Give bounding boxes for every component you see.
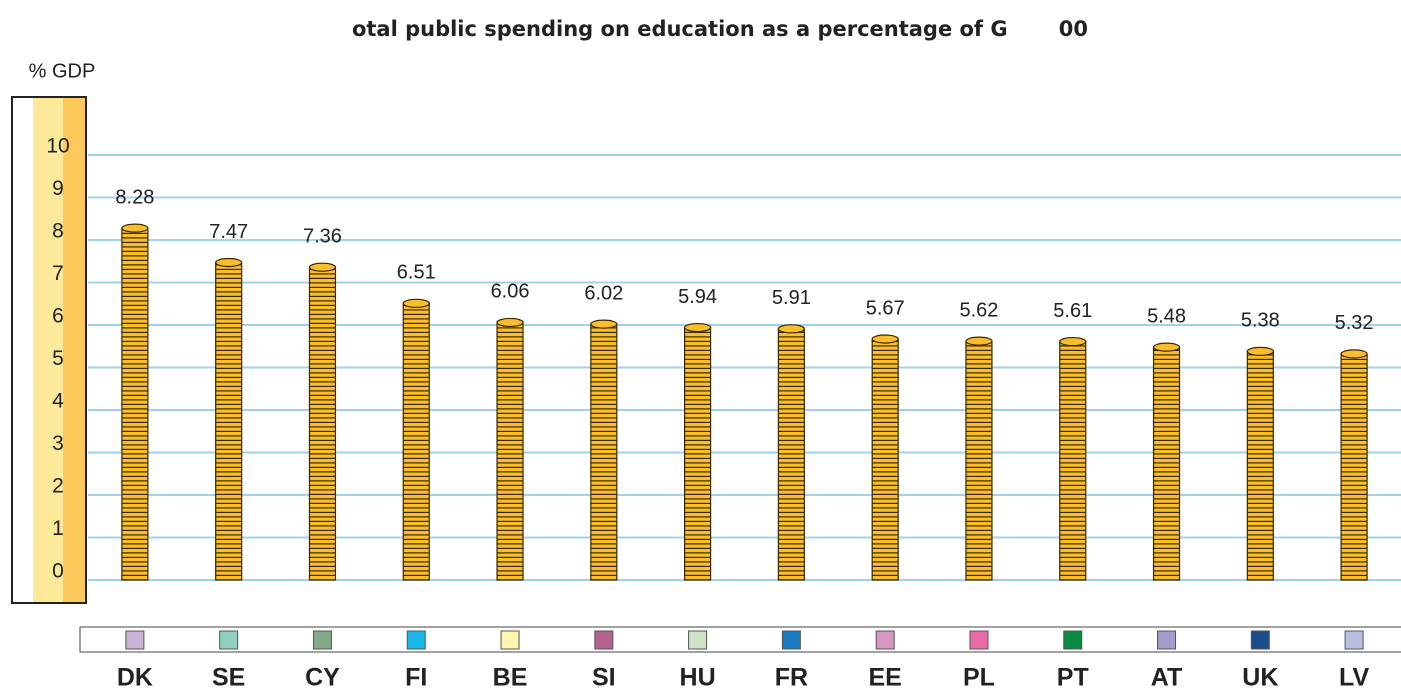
x-tick-label: SE: [212, 664, 245, 692]
legend-swatch: [219, 630, 239, 650]
y-tick-label: 7: [52, 262, 64, 285]
y-tick-label: 10: [46, 135, 69, 158]
value-label: 7.47: [209, 221, 248, 243]
legend-swatch: [1063, 630, 1083, 650]
bar-top: [871, 334, 899, 344]
bar: [1152, 346, 1181, 581]
bar: [121, 227, 149, 581]
bar: [496, 321, 524, 581]
bar-top: [215, 257, 243, 268]
legend-swatch: [1344, 630, 1364, 650]
bar: [965, 340, 993, 581]
legend-swatch: [781, 630, 801, 650]
y-tick-label: 1: [52, 517, 64, 540]
bar: [402, 302, 430, 581]
legend-swatch: [312, 630, 332, 650]
bar: [1340, 353, 1368, 581]
value-label: 6.06: [491, 281, 530, 303]
value-label: 5.32: [1335, 312, 1374, 334]
x-tick-label: FI: [405, 664, 427, 692]
value-label: 5.67: [866, 297, 905, 319]
legend-swatch: [406, 630, 426, 650]
bar-top: [121, 223, 149, 233]
legend-swatch: [1157, 630, 1177, 650]
axis-band: [63, 98, 85, 602]
legend-swatch: [125, 630, 145, 650]
bar: [1059, 340, 1087, 581]
x-tick-label: SI: [592, 664, 616, 692]
legend-swatch: [688, 630, 708, 650]
y-tick-label: 9: [52, 177, 64, 200]
bar: [871, 338, 899, 581]
y-tick-label: 2: [52, 475, 64, 498]
value-label: 5.91: [772, 287, 811, 309]
bar-top: [965, 336, 993, 346]
x-tick-label: BE: [493, 664, 528, 692]
bar: [590, 323, 618, 581]
bar: [684, 326, 712, 581]
value-label: 5.61: [1053, 300, 1092, 322]
value-label: 8.28: [115, 186, 154, 208]
x-tick-label: DK: [117, 664, 153, 692]
legend-swatch: [1250, 630, 1270, 650]
bar-top: [1340, 349, 1368, 359]
legend-swatch: [875, 630, 895, 650]
x-tick-label: LV: [1339, 664, 1369, 692]
value-label: 5.48: [1147, 305, 1186, 327]
x-tick-label: EE: [868, 664, 901, 692]
x-tick-label: CY: [305, 664, 340, 692]
bar: [215, 261, 243, 581]
x-tick-label: AT: [1151, 664, 1182, 692]
value-label: 6.02: [584, 282, 623, 304]
y-tick-label: 0: [52, 560, 64, 583]
bar: [1246, 350, 1274, 581]
bar-top: [308, 262, 337, 272]
y-axis-label: % GDP: [29, 60, 96, 82]
x-tick-label: PL: [963, 664, 995, 692]
value-label: 7.36: [303, 225, 342, 247]
y-tick-label: 8: [52, 220, 64, 243]
x-tick-label: HU: [680, 664, 716, 692]
axis-band: [33, 98, 63, 602]
legend-swatch: [594, 630, 614, 650]
bar-top: [1059, 336, 1087, 347]
value-label: 5.62: [959, 299, 998, 321]
legend-swatch: [969, 630, 989, 650]
bar-top: [590, 319, 618, 329]
y-tick-label: 3: [52, 432, 64, 455]
y-tick-label: 6: [52, 305, 64, 328]
chart-title: otal public spending on education as a p…: [352, 17, 1088, 41]
bar-top: [496, 317, 524, 328]
y-tick-label: 4: [52, 390, 64, 413]
bar: [777, 328, 805, 581]
value-label: 5.94: [678, 286, 717, 308]
value-label: 5.38: [1241, 310, 1280, 332]
bar-top: [1152, 342, 1181, 352]
x-tick-label: FR: [775, 664, 808, 692]
bar-top: [1246, 346, 1274, 356]
y-tick-label: 5: [52, 347, 64, 370]
bar-top: [684, 322, 712, 333]
legend-box: [79, 626, 1401, 653]
bar-top: [402, 298, 430, 308]
x-tick-label: PT: [1057, 664, 1089, 692]
legend-swatch: [500, 630, 520, 650]
bar-top: [777, 324, 805, 334]
bar: [308, 266, 337, 581]
value-label: 6.51: [397, 262, 436, 284]
x-tick-label: UK: [1242, 664, 1278, 692]
